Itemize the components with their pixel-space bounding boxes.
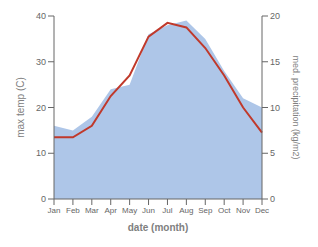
svg-text:May: May [122, 206, 137, 215]
svg-text:Oct: Oct [218, 206, 231, 215]
svg-text:40: 40 [36, 11, 46, 21]
svg-text:20: 20 [36, 103, 46, 113]
svg-text:10: 10 [270, 103, 280, 113]
svg-text:5: 5 [270, 148, 275, 158]
svg-text:med. precipitation (kg/m2): med. precipitation (kg/m2) [291, 55, 301, 159]
svg-text:Sep: Sep [198, 206, 213, 215]
svg-text:Aug: Aug [179, 206, 193, 215]
svg-text:20: 20 [270, 11, 280, 21]
svg-text:Nov: Nov [236, 206, 250, 215]
svg-text:15: 15 [270, 57, 280, 67]
svg-text:Feb: Feb [66, 206, 80, 215]
svg-text:Jul: Jul [162, 206, 172, 215]
svg-text:Jun: Jun [142, 206, 155, 215]
svg-text:max temp (C): max temp (C) [15, 77, 26, 138]
svg-text:0: 0 [270, 194, 275, 204]
svg-text:30: 30 [36, 57, 46, 67]
svg-text:Dec: Dec [255, 206, 269, 215]
svg-text:Jan: Jan [48, 206, 61, 215]
svg-text:Mar: Mar [85, 206, 99, 215]
svg-text:0: 0 [41, 194, 46, 204]
svg-text:Apr: Apr [105, 206, 118, 215]
svg-text:10: 10 [36, 148, 46, 158]
svg-text:date (month): date (month) [128, 222, 189, 233]
